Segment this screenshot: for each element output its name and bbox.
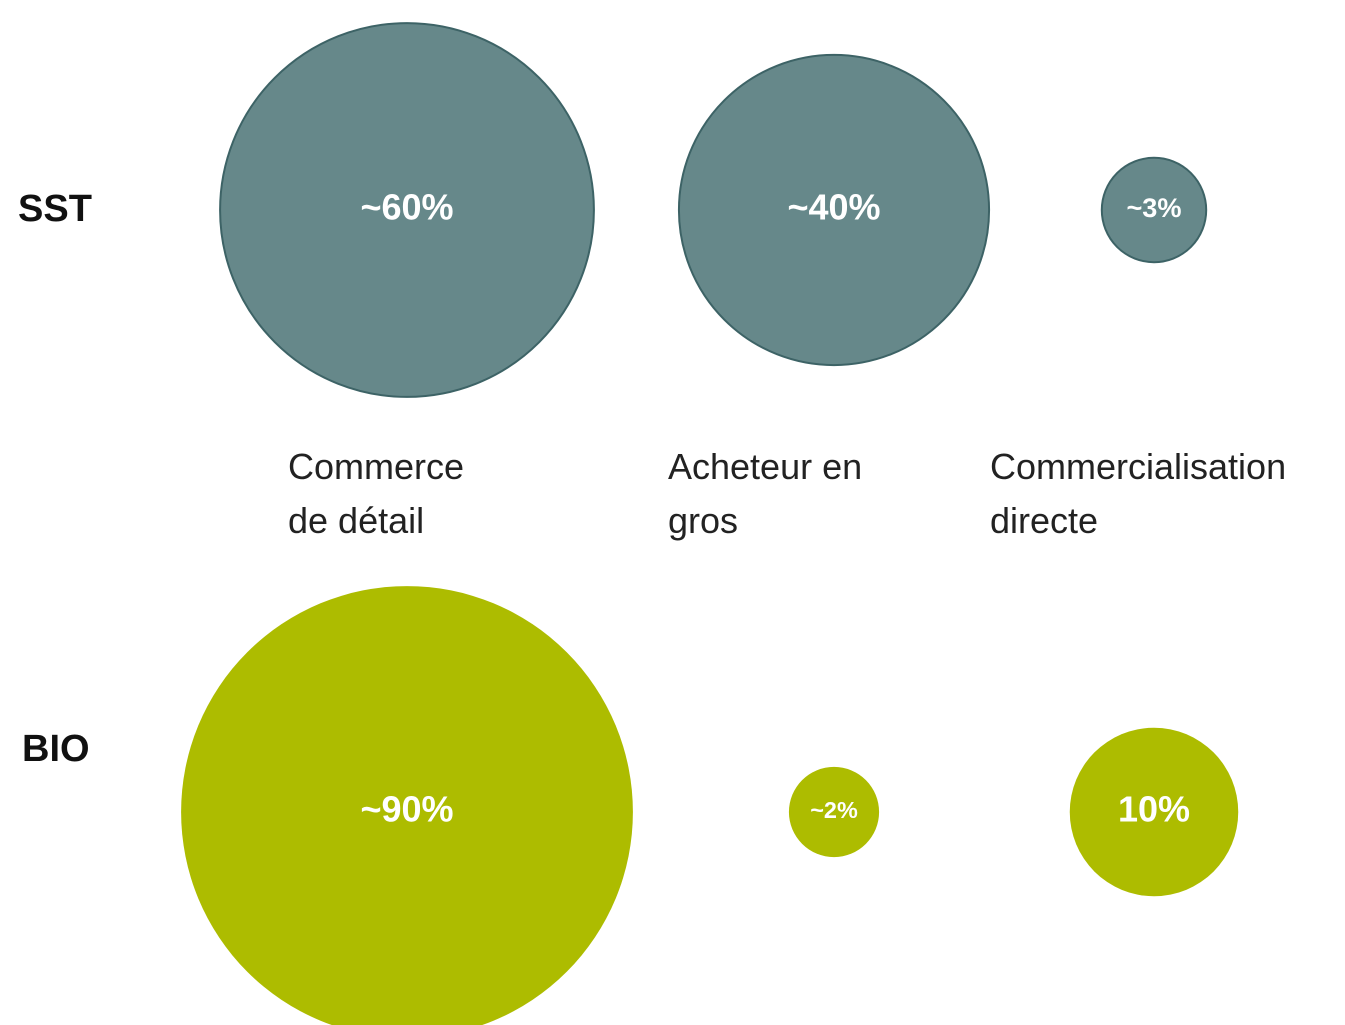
value-label: 10% [1118,789,1190,830]
bubble [788,766,880,858]
bubble [219,22,595,398]
value-label: ~60% [360,187,453,228]
value-label: ~90% [360,789,453,830]
bubble [677,53,991,367]
series-label: BIO [22,728,90,770]
bubble [181,586,633,1025]
value-label: ~3% [1126,192,1181,223]
category-label: Commercialisation directe [990,446,1287,541]
value-label: ~2% [810,797,858,823]
bubble [1069,727,1239,897]
category-label: Acheteur en gros [668,446,863,541]
bubble [1100,156,1208,264]
value-label: ~40% [787,187,880,228]
series-label: SST [18,188,92,230]
category-label: Commerce de détail [288,446,465,541]
